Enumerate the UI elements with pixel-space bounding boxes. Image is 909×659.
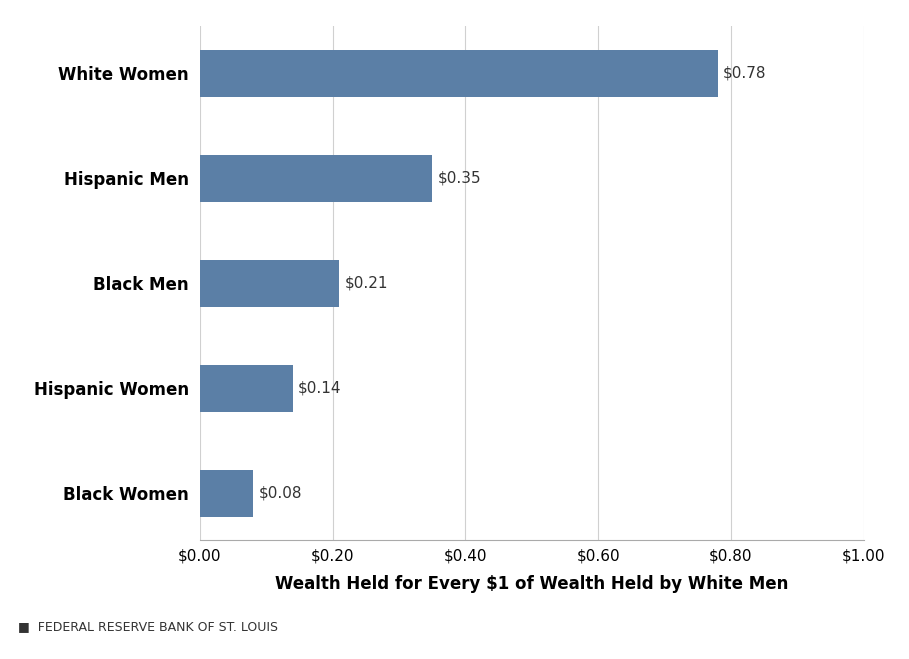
- Bar: [200, 49, 717, 97]
- X-axis label: Wealth Held for Every $1 of Wealth Held by White Men: Wealth Held for Every $1 of Wealth Held …: [275, 575, 788, 593]
- Text: $0.08: $0.08: [258, 486, 302, 501]
- Bar: [200, 364, 293, 412]
- Text: $0.78: $0.78: [723, 66, 766, 81]
- Text: $0.14: $0.14: [298, 381, 342, 396]
- Text: $0.21: $0.21: [345, 276, 388, 291]
- Text: $0.35: $0.35: [437, 171, 481, 186]
- Bar: [200, 260, 339, 307]
- Bar: [200, 155, 432, 202]
- Bar: [200, 470, 253, 517]
- Text: ■  FEDERAL RESERVE BANK OF ST. LOUIS: ■ FEDERAL RESERVE BANK OF ST. LOUIS: [18, 619, 278, 633]
